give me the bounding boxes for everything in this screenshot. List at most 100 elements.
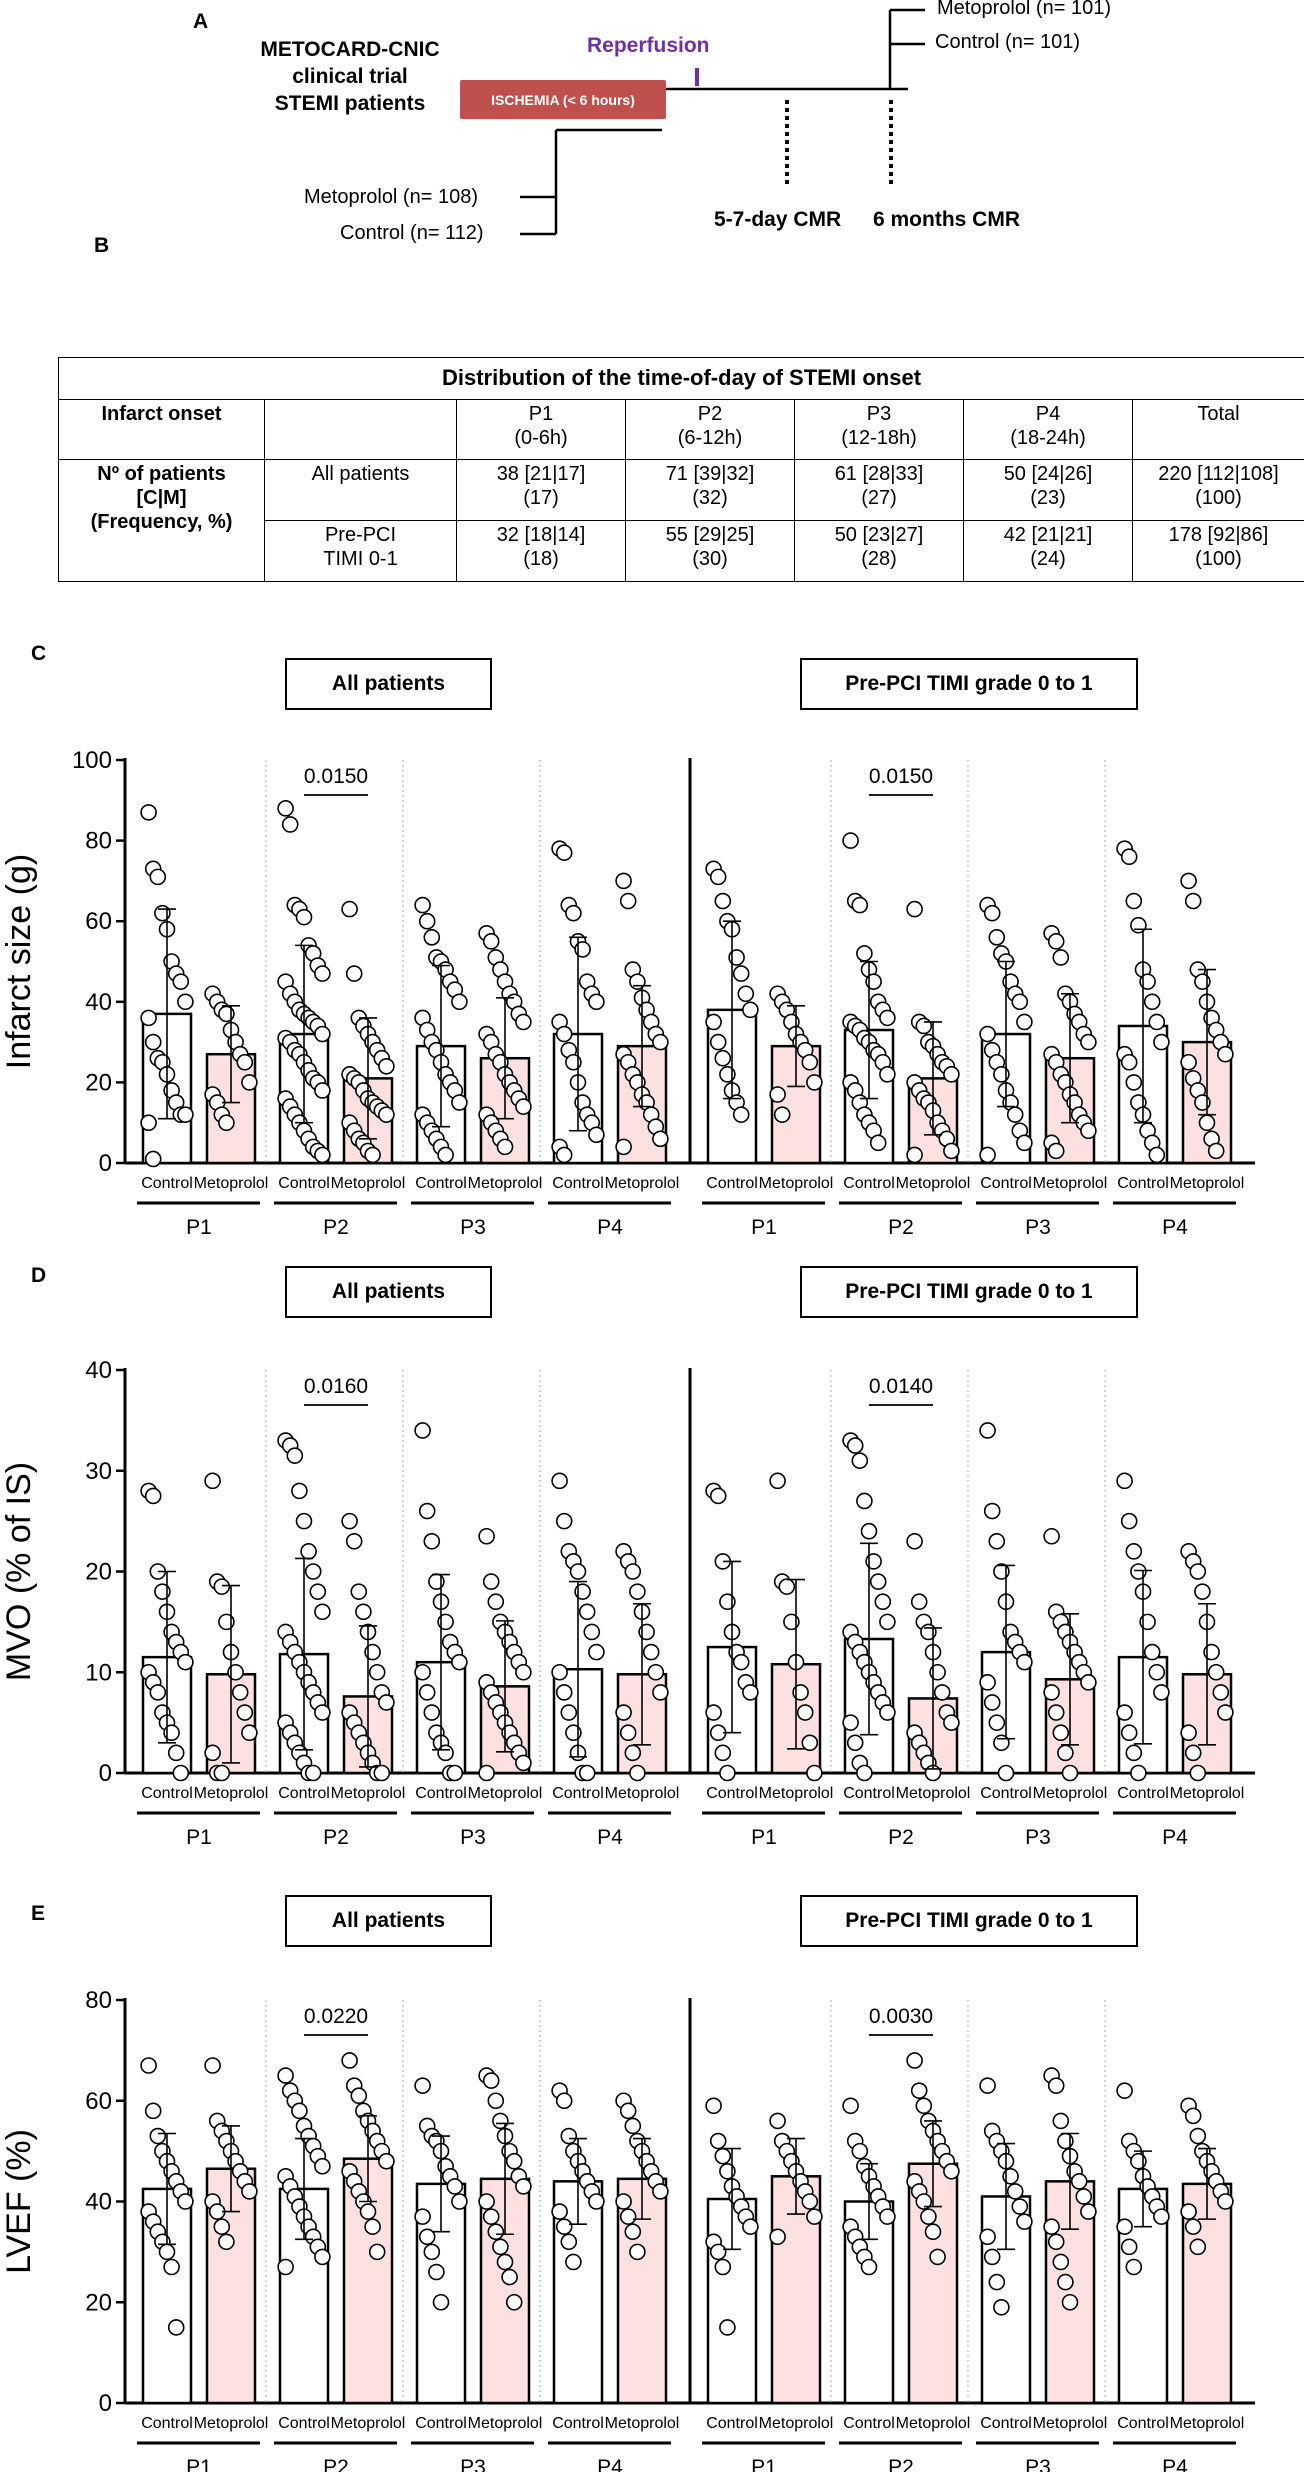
data-point — [1184, 2107, 1202, 2125]
metoprolol-tick-label: Metoprolol — [605, 1785, 680, 1802]
control-tick-label: Control — [141, 1175, 193, 1192]
data-point — [732, 1106, 750, 1123]
data-point — [163, 2258, 180, 2276]
data-point — [624, 1744, 642, 1762]
onset-distribution-table: Distribution of the time-of-day of STEMI… — [58, 357, 1304, 582]
data-point — [869, 1573, 887, 1590]
data-point — [1052, 1724, 1070, 1742]
data-point — [555, 1146, 573, 1164]
data-point — [418, 912, 436, 930]
data-point — [446, 2178, 464, 2195]
table-cell: 42 [21|21] (24) — [963, 520, 1133, 582]
data-point — [204, 1472, 221, 1490]
data-point — [304, 1764, 322, 1782]
data-point — [983, 1694, 1001, 1711]
followup-control-label: Control (n= 101) — [935, 31, 1081, 53]
data-point — [295, 1512, 313, 1530]
data-point — [574, 1583, 591, 1600]
data-point — [742, 1684, 759, 1701]
y-tick-label: 10 — [85, 1659, 112, 1686]
data-point — [856, 945, 873, 962]
data-point — [988, 2273, 1006, 2291]
data-point — [177, 993, 194, 1011]
data-point — [144, 1487, 162, 1505]
data-point — [1217, 1045, 1234, 1063]
data-point — [167, 1744, 185, 1762]
data-point — [378, 1106, 395, 1123]
data-point — [1184, 892, 1202, 910]
data-point — [1139, 973, 1156, 990]
panel-label-a: A — [193, 10, 209, 33]
data-point — [1194, 973, 1211, 990]
data-point — [856, 1492, 873, 1510]
y-axis-label: MVO (% of IS) — [0, 1462, 38, 1681]
table-cell: 38 [21|17] (17) — [456, 459, 626, 522]
data-point — [806, 1764, 823, 1782]
data-point — [1011, 993, 1029, 1011]
data-point — [241, 1074, 258, 1091]
data-point — [906, 900, 923, 918]
control-tick-label: Control — [843, 1175, 895, 1192]
data-point — [350, 1583, 368, 1600]
data-point — [709, 1487, 727, 1505]
control-tick-label: Control — [843, 2415, 895, 2432]
period-label: P4 — [1162, 1826, 1188, 1849]
table-cell: 61 [28|33] (27) — [794, 459, 964, 522]
data-point — [1061, 1764, 1079, 1782]
data-point — [705, 1704, 722, 1721]
metoprolol-tick-label: Metoprolol — [605, 1175, 680, 1192]
control-tick-label: Control — [552, 1175, 604, 1192]
group-box-all-c: All patients — [285, 658, 492, 710]
data-point — [933, 1684, 951, 1701]
data-point — [629, 2243, 646, 2261]
data-point — [993, 1563, 1010, 1580]
group-box-timi-c: Pre-PCI TIMI grade 0 to 1 — [800, 658, 1138, 710]
data-point — [842, 2097, 859, 2115]
data-point — [783, 1613, 800, 1631]
data-point — [314, 1603, 331, 1621]
data-point — [451, 2193, 468, 2210]
metoprolol-tick-label: Metoprolol — [194, 1785, 269, 1802]
data-point — [423, 1532, 441, 1550]
table-header-empty — [264, 398, 457, 461]
data-point — [719, 2162, 736, 2180]
period-label: P1 — [751, 2456, 777, 2472]
data-point — [373, 1764, 391, 1782]
data-point — [1047, 1142, 1065, 1160]
data-point — [1116, 1704, 1133, 1721]
data-point — [1116, 2218, 1133, 2235]
data-point — [314, 965, 331, 982]
data-point — [879, 1704, 896, 1721]
data-point — [551, 2203, 568, 2220]
metoprolol-tick-label: Metoprolol — [1170, 2415, 1245, 2432]
data-point — [1002, 2168, 1019, 2185]
trial-title: METOCARD-CNIC clinical trial STEMI patie… — [225, 36, 475, 117]
data-point — [979, 1674, 996, 1691]
data-point — [1080, 1033, 1097, 1051]
control-tick-label: Control — [278, 2415, 330, 2432]
y-tick-label: 100 — [72, 747, 112, 774]
data-point — [451, 1094, 468, 1111]
metoprolol-tick-label: Metoprolol — [1033, 1785, 1108, 1802]
data-point — [1070, 2173, 1088, 2190]
period-label: P1 — [186, 1216, 212, 1239]
data-point — [851, 896, 869, 914]
table-header-p3: P3 (12-18h) — [794, 398, 964, 461]
data-point — [213, 2218, 231, 2235]
metoprolol-tick-label: Metoprolol — [605, 2415, 680, 2432]
data-point — [482, 933, 500, 950]
table-cell: 178 [92|86] (100) — [1132, 520, 1304, 582]
table-header-p2: P2 (6-12h) — [625, 398, 795, 461]
table-cell: 220 [112|108] (100) — [1132, 459, 1304, 522]
data-point — [846, 1734, 864, 1752]
data-point — [879, 2208, 896, 2225]
data-point — [341, 2052, 358, 2069]
data-point — [574, 941, 591, 958]
data-point — [423, 2243, 441, 2261]
data-point — [1212, 1684, 1230, 1701]
data-point — [304, 1563, 322, 1580]
data-point — [555, 1025, 573, 1043]
data-point — [874, 1593, 892, 1611]
data-point — [418, 2228, 436, 2246]
